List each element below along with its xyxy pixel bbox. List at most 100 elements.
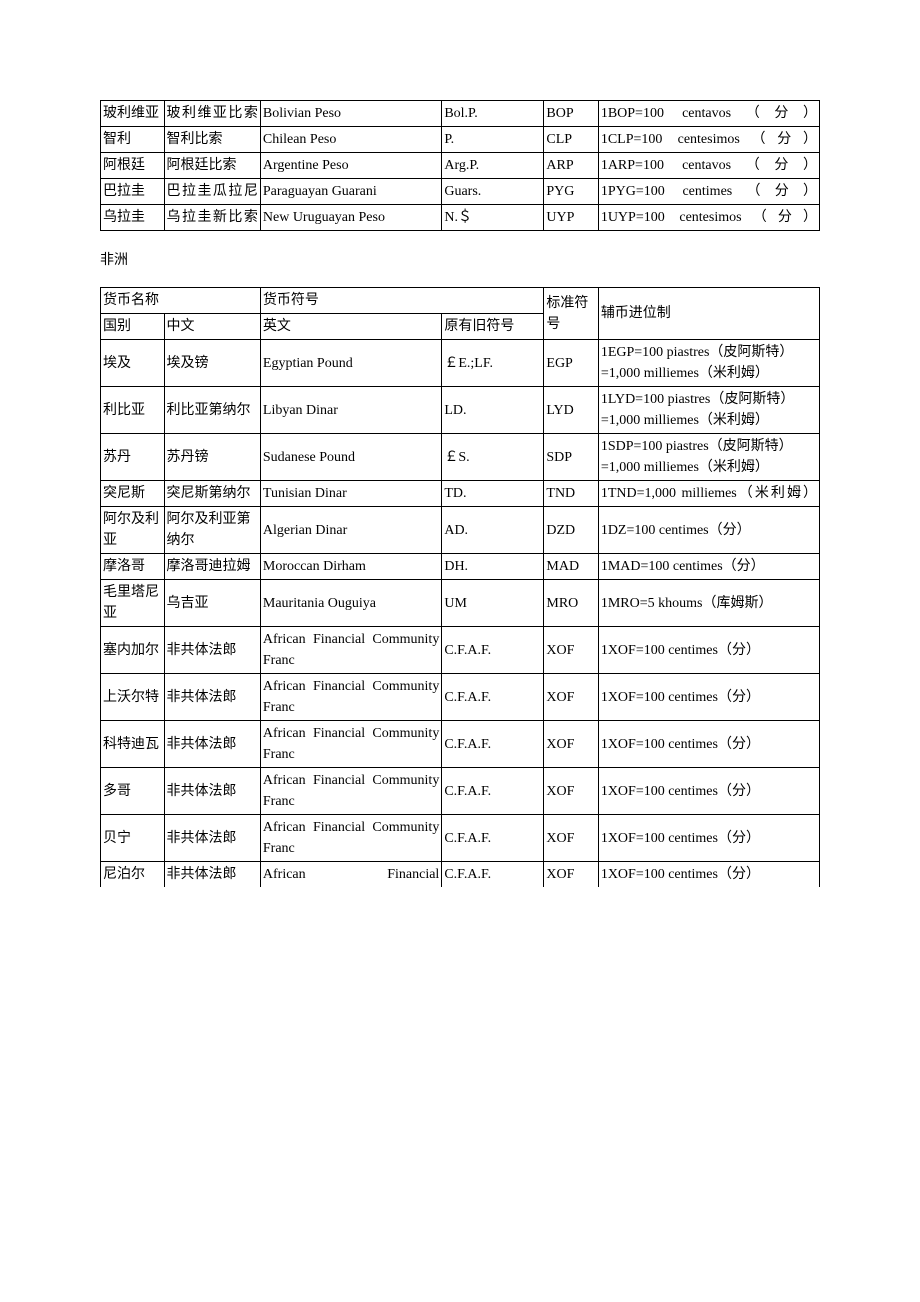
table-cell: 1BOP=100 centavos（分） <box>598 101 819 127</box>
table-cell: 非共体法郎 <box>164 768 260 815</box>
table-cell: 上沃尔特 <box>101 674 165 721</box>
table-cell: ARP <box>544 153 598 179</box>
table-cell: TD. <box>442 481 544 507</box>
table-cell: Argentine Peso <box>260 153 441 179</box>
table-cell: 尼泊尔 <box>101 862 165 888</box>
table-cell: TND <box>544 481 598 507</box>
table-cell: Chilean Peso <box>260 127 441 153</box>
table-cell: 摩洛哥迪拉姆 <box>164 554 260 580</box>
table-row: 阿根廷阿根廷比索Argentine PesoArg.P.ARP1ARP=100 … <box>101 153 820 179</box>
table-cell: 乌吉亚 <box>164 580 260 627</box>
table-row: 埃及埃及镑Egyptian Pound￡E.;LF.EGP1EGP=100 pi… <box>101 340 820 387</box>
table-cell: C.F.A.F. <box>442 721 544 768</box>
header-country: 国别 <box>101 314 165 340</box>
table-cell: 1MRO=5 khoums（库姆斯） <box>598 580 819 627</box>
table-cell: African Financial Community Franc <box>260 721 441 768</box>
table-cell: BOP <box>544 101 598 127</box>
table-cell: 1LYD=100 piastres（皮阿斯特）=1,000 milliemes（… <box>598 387 819 434</box>
table-cell: C.F.A.F. <box>442 862 544 888</box>
table-row: 智利智利比索Chilean PesoP.CLP1CLP=100 centesim… <box>101 127 820 153</box>
table-cell: C.F.A.F. <box>442 768 544 815</box>
table-row: 多哥非共体法郎African Financial Community Franc… <box>101 768 820 815</box>
table-row: 毛里塔尼亚乌吉亚Mauritania OuguiyaUMMRO1MRO=5 kh… <box>101 580 820 627</box>
header-currency-name: 货币名称 <box>101 288 261 314</box>
table-cell: 智利 <box>101 127 165 153</box>
table-cell: XOF <box>544 815 598 862</box>
table-cell: XOF <box>544 627 598 674</box>
table-cell: 非共体法郎 <box>164 862 260 888</box>
table-row: 利比亚利比亚第纳尔Libyan DinarLD.LYD1LYD=100 pias… <box>101 387 820 434</box>
table-cell: CLP <box>544 127 598 153</box>
table-cell: African Financial Community Franc <box>260 815 441 862</box>
table-cell: 巴拉圭 <box>101 179 165 205</box>
table-cell: 1TND=1,000 milliemes（米利姆） <box>598 481 819 507</box>
table-cell: African Financial <box>260 862 441 888</box>
table-cell: 非共体法郎 <box>164 627 260 674</box>
table-cell: Libyan Dinar <box>260 387 441 434</box>
table-cell: 突尼斯 <box>101 481 165 507</box>
table-cell: C.F.A.F. <box>442 674 544 721</box>
table-cell: African Financial Community Franc <box>260 674 441 721</box>
table-cell: 毛里塔尼亚 <box>101 580 165 627</box>
table-cell: UYP <box>544 205 598 231</box>
table-cell: 苏丹镑 <box>164 434 260 481</box>
currency-table-africa: 货币名称 货币符号 标准符号 辅币进位制 国别 中文 英文 原有旧符号 埃及埃及… <box>100 287 820 887</box>
table-cell: 塞内加尔 <box>101 627 165 674</box>
table-cell: 1DZ=100 centimes（分） <box>598 507 819 554</box>
table-cell: 1SDP=100 piastres（皮阿斯特）=1,000 milliemes（… <box>598 434 819 481</box>
table-cell: XOF <box>544 674 598 721</box>
table-cell: C.F.A.F. <box>442 815 544 862</box>
table-cell: 1ARP=100 centavos（分） <box>598 153 819 179</box>
table-cell: 1XOF=100 centimes（分） <box>598 815 819 862</box>
header-oldsym: 原有旧符号 <box>442 314 544 340</box>
table-cell: 非共体法郎 <box>164 674 260 721</box>
table-cell: Algerian Dinar <box>260 507 441 554</box>
table-cell: Bolivian Peso <box>260 101 441 127</box>
table-cell: Arg.P. <box>442 153 544 179</box>
table-cell: 1XOF=100 centimes（分） <box>598 768 819 815</box>
table-cell: PYG <box>544 179 598 205</box>
table-cell: 1XOF=100 centimes（分） <box>598 721 819 768</box>
table-cell: 阿根廷 <box>101 153 165 179</box>
table-cell: 多哥 <box>101 768 165 815</box>
table-cell: AD. <box>442 507 544 554</box>
table-row: 阿尔及利亚阿尔及利亚第纳尔Algerian DinarAD.DZD1DZ=100… <box>101 507 820 554</box>
table-cell: 苏丹 <box>101 434 165 481</box>
table-cell: Guars. <box>442 179 544 205</box>
table-header-row-1: 货币名称 货币符号 标准符号 辅币进位制 <box>101 288 820 314</box>
table-cell: LYD <box>544 387 598 434</box>
section-label-africa: 非洲 <box>100 249 820 269</box>
table-cell: Moroccan Dirham <box>260 554 441 580</box>
table-cell: P. <box>442 127 544 153</box>
table-cell: 1XOF=100 centimes（分） <box>598 674 819 721</box>
table-cell: African Financial Community Franc <box>260 627 441 674</box>
table-cell: C.F.A.F. <box>442 627 544 674</box>
header-currency-symbol: 货币符号 <box>260 288 544 314</box>
table-cell: XOF <box>544 862 598 888</box>
table-cell: 乌拉圭新比索 <box>164 205 260 231</box>
table-cell: 阿尔及利亚 <box>101 507 165 554</box>
table-cell: 1XOF=100 centimes（分） <box>598 627 819 674</box>
table-cell: 贝宁 <box>101 815 165 862</box>
table-row: 巴拉圭巴拉圭瓜拉尼Paraguayan GuaraniGuars.PYG1PYG… <box>101 179 820 205</box>
table-cell: Paraguayan Guarani <box>260 179 441 205</box>
table-cell: 1XOF=100 centimes（分） <box>598 862 819 888</box>
table-cell: SDP <box>544 434 598 481</box>
table-cell: ￡S. <box>442 434 544 481</box>
table-cell: 1PYG=100 centimes（分） <box>598 179 819 205</box>
table-row: 玻利维亚玻利维亚比索Bolivian PesoBol.P.BOP1BOP=100… <box>101 101 820 127</box>
table-cell: 非共体法郎 <box>164 815 260 862</box>
table-cell: 非共体法郎 <box>164 721 260 768</box>
table-cell: 1UYP=100 centesimos（分） <box>598 205 819 231</box>
table-cell: XOF <box>544 721 598 768</box>
table-cell: 阿根廷比索 <box>164 153 260 179</box>
header-english: 英文 <box>260 314 441 340</box>
header-chinese: 中文 <box>164 314 260 340</box>
table-cell: 1CLP=100 centesimos（分） <box>598 127 819 153</box>
table-cell: XOF <box>544 768 598 815</box>
currency-table-south-america: 玻利维亚玻利维亚比索Bolivian PesoBol.P.BOP1BOP=100… <box>100 100 820 231</box>
table-cell: New Uruguayan Peso <box>260 205 441 231</box>
table-cell: 1MAD=100 centimes（分） <box>598 554 819 580</box>
table-row: 上沃尔特非共体法郎African Financial Community Fra… <box>101 674 820 721</box>
table-row: 尼泊尔非共体法郎African FinancialC.F.A.F.XOF1XOF… <box>101 862 820 888</box>
